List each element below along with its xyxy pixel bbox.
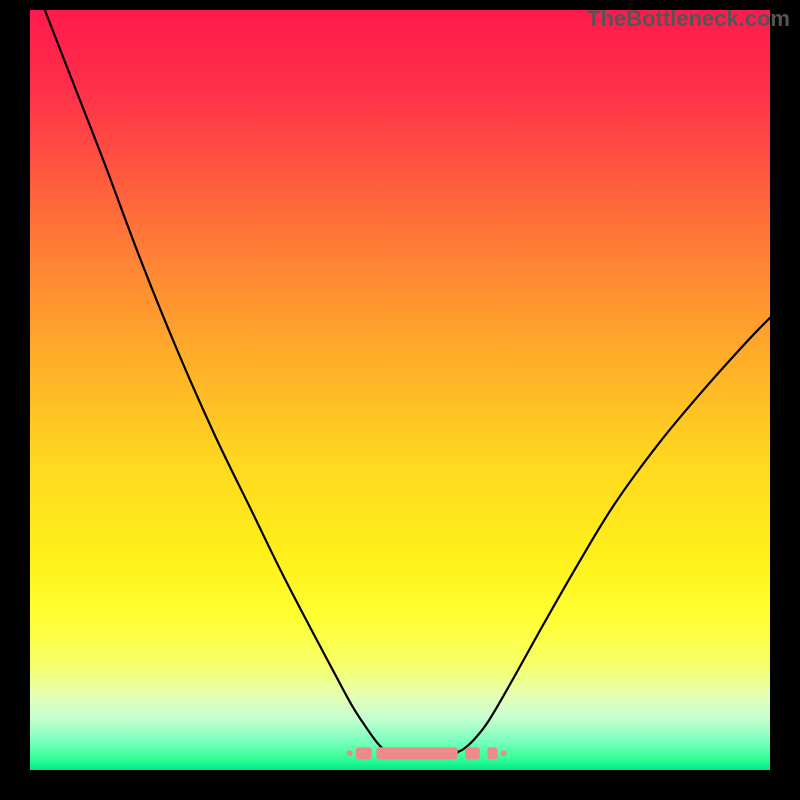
bottom-marker-band [347,747,507,759]
plot-area [30,10,770,770]
chart-svg [30,10,770,770]
watermark-text: TheBottleneck.com [587,6,790,32]
chart-frame: TheBottleneck.com [0,0,800,800]
bottleneck-curve [45,10,770,753]
